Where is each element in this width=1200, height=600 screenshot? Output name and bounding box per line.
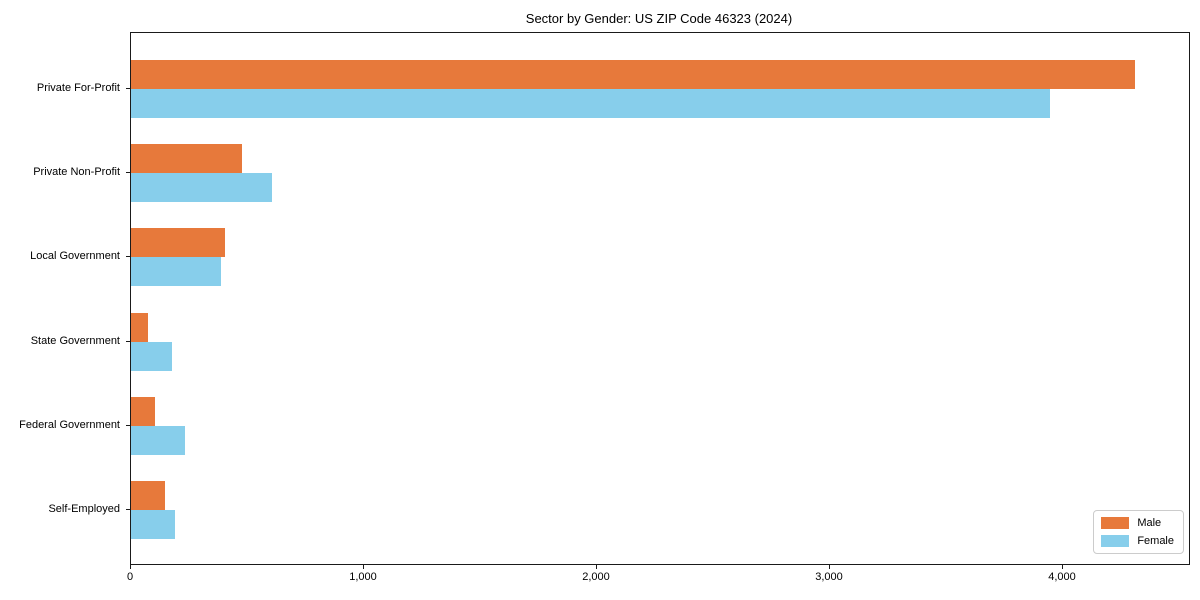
x-tick-mark-1 bbox=[363, 565, 364, 569]
x-tick-mark-4 bbox=[1062, 565, 1063, 569]
legend-label-female: Female bbox=[1137, 535, 1174, 547]
bar-male-5 bbox=[131, 481, 165, 510]
bar-male-4 bbox=[131, 397, 155, 426]
y-tick-mark-1 bbox=[126, 172, 130, 173]
bar-male-2 bbox=[131, 228, 225, 257]
bar-female-1 bbox=[131, 173, 272, 202]
y-axis-label-2: Local Government bbox=[30, 250, 120, 262]
bar-female-2 bbox=[131, 257, 221, 286]
bar-male-3 bbox=[131, 313, 148, 342]
legend-swatch-female-icon bbox=[1101, 535, 1130, 547]
x-axis-label-3: 3,000 bbox=[815, 571, 843, 583]
bar-female-4 bbox=[131, 426, 185, 455]
y-axis-label-3: State Government bbox=[30, 335, 120, 347]
x-axis-label-0: 0 bbox=[126, 571, 134, 583]
y-tick-mark-3 bbox=[126, 341, 130, 342]
y-axis-label-1: Private Non-Profit bbox=[33, 166, 120, 178]
y-tick-mark-4 bbox=[126, 425, 130, 426]
legend-item-female: Female bbox=[1101, 534, 1174, 548]
bar-female-3 bbox=[131, 342, 172, 371]
bar-female-0 bbox=[131, 89, 1050, 118]
x-axis-label-4: 4,000 bbox=[1048, 571, 1076, 583]
legend-item-male: Male bbox=[1101, 516, 1174, 530]
y-axis-label-0: Private For-Profit bbox=[36, 82, 120, 94]
chart-title: Sector by Gender: US ZIP Code 46323 (202… bbox=[525, 11, 793, 26]
x-tick-mark-2 bbox=[596, 565, 597, 569]
x-axis-label-2: 2,000 bbox=[582, 571, 610, 583]
y-axis-label-5: Self-Employed bbox=[48, 503, 120, 515]
legend: Male Female bbox=[1093, 510, 1184, 554]
y-tick-mark-0 bbox=[126, 88, 130, 89]
plot-area: Male Female bbox=[130, 32, 1190, 565]
bar-male-1 bbox=[131, 144, 242, 173]
x-tick-mark-0 bbox=[130, 565, 131, 569]
legend-label-male: Male bbox=[1137, 517, 1162, 529]
legend-swatch-male-icon bbox=[1101, 517, 1130, 529]
bar-female-5 bbox=[131, 510, 175, 539]
bar-male-0 bbox=[131, 60, 1135, 89]
y-axis-label-4: Federal Government bbox=[19, 419, 120, 431]
y-tick-mark-5 bbox=[126, 509, 130, 510]
x-axis-label-1: 1,000 bbox=[349, 571, 377, 583]
x-tick-mark-3 bbox=[829, 565, 830, 569]
y-tick-mark-2 bbox=[126, 256, 130, 257]
